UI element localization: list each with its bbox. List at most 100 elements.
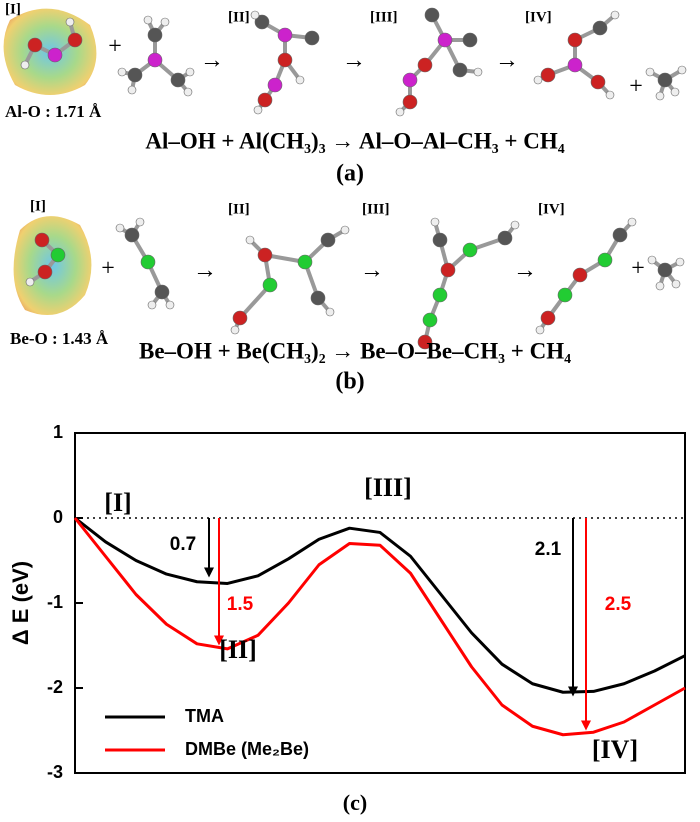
atom [267, 77, 283, 93]
atom [437, 32, 453, 48]
atom [645, 67, 655, 77]
series-line [73, 517, 686, 737]
atom [250, 10, 260, 20]
stage-label: [III] [362, 201, 390, 217]
atom [262, 277, 278, 293]
atom [232, 310, 248, 326]
y-tick-label: -1 [47, 592, 63, 612]
atom [417, 334, 433, 350]
atom [462, 32, 478, 48]
atom [675, 257, 685, 267]
atom [590, 74, 606, 90]
atom [647, 255, 657, 265]
atom [395, 107, 405, 117]
esp-surface [13, 216, 92, 315]
atom [540, 67, 556, 83]
operator: → [360, 258, 384, 284]
atom [627, 217, 637, 227]
atom [605, 90, 615, 100]
atom [402, 94, 418, 110]
atom [20, 60, 30, 70]
atom [65, 17, 75, 27]
y-tick-label: 1 [53, 422, 63, 442]
reaction-equation: Be–OH + Be(CH₃)₂ → Be–O–Be–CH₃ + CH₄ [139, 338, 571, 363]
operator: + [629, 74, 643, 100]
stage-label: [I] [30, 198, 46, 214]
legend-label: DMBe (Me₂Be) [185, 739, 309, 759]
atom [452, 62, 468, 78]
reaction-equation: Al–OH + Al(CH₃)₃ → Al–O–Al–CH₃ + CH₄ [145, 128, 564, 153]
operator: → [513, 258, 537, 284]
atom [572, 267, 588, 283]
bond-length: Be-O : 1.43 Å [10, 329, 109, 348]
atom [417, 57, 433, 73]
stage-label: [I] [104, 488, 131, 517]
atom [47, 47, 63, 63]
atom [25, 277, 35, 287]
panel-caption: (b) [335, 369, 364, 395]
atom [277, 52, 293, 68]
atom [320, 232, 336, 248]
energy-chart: -3 -2 -1 0 1 Δ E (eV) 0.7 1.5 2.1 2.5 [I] [II] [III]… [8, 422, 686, 815]
series-line [74, 516, 686, 694]
stage-label: [II] [228, 9, 250, 25]
atom [610, 10, 620, 20]
energy-label: 2.1 [535, 539, 562, 560]
energy-label: 2.5 [605, 594, 632, 615]
atom [422, 312, 438, 328]
energy-label: 1.5 [227, 594, 254, 615]
atom [533, 75, 543, 85]
atom [304, 30, 320, 46]
panel-caption: (a) [336, 161, 364, 187]
atom [295, 75, 305, 85]
atom [567, 57, 583, 73]
atom [325, 307, 335, 317]
atom [402, 72, 418, 88]
atom [473, 67, 483, 77]
arrow-head [214, 635, 224, 646]
arrow-head [568, 686, 578, 697]
atom [170, 72, 186, 88]
atom [657, 72, 673, 88]
operator: → [342, 48, 366, 74]
atom [165, 300, 175, 310]
atom [462, 242, 478, 258]
y-tick-label: 0 [53, 507, 63, 527]
atom [185, 67, 195, 77]
atom [154, 284, 170, 300]
stage-label: [IV] [525, 9, 552, 25]
atom [254, 14, 270, 30]
stage-label: [III] [364, 473, 412, 502]
atom [257, 247, 273, 263]
atom [612, 227, 628, 243]
operator: → [200, 48, 224, 74]
y-tick-label: -2 [47, 677, 63, 697]
operator: + [101, 256, 115, 282]
atom [432, 232, 448, 248]
atom [497, 230, 513, 246]
atom [597, 252, 613, 268]
atom [671, 279, 681, 289]
atom [27, 37, 43, 53]
stage-label: [II] [228, 201, 250, 217]
operator: → [193, 258, 217, 284]
atom [245, 235, 255, 245]
atom [124, 227, 140, 243]
atom [147, 300, 157, 310]
atom [147, 27, 163, 43]
y-tick-label: -3 [47, 762, 63, 782]
atom [140, 254, 156, 270]
atom [297, 254, 313, 270]
operator: + [108, 34, 122, 60]
stage-label: [II] [219, 635, 257, 664]
energy-label: 0.7 [170, 534, 196, 555]
arrow-head [581, 720, 591, 731]
atom [440, 262, 456, 278]
bond-length: Al-O : 1.71 Å [5, 102, 102, 121]
stage-label: [IV] [592, 735, 638, 764]
atom [430, 217, 440, 227]
atom [432, 287, 448, 303]
atom [147, 52, 163, 68]
operator: → [495, 48, 519, 74]
